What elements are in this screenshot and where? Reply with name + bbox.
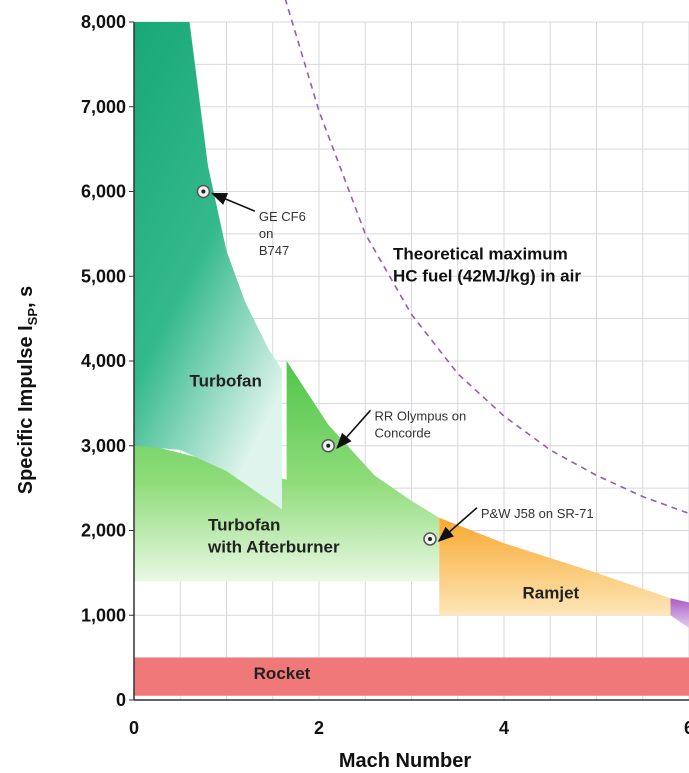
region-label-ramjet: Ramjet (523, 583, 580, 602)
y-tick-label: 3,000 (81, 436, 126, 456)
engine-point-dot (428, 536, 432, 541)
y-tick-label: 0 (116, 690, 126, 710)
y-tick-label: 8,000 (81, 12, 126, 32)
engine-point-label: RR Olympus on Concorde (375, 408, 467, 440)
region-rocket (134, 657, 689, 696)
y-axis-title-unit: , s (15, 286, 37, 308)
y-axis-title-main: Specific Impulse I (15, 325, 37, 494)
y-tick-label: 6,000 (81, 182, 126, 202)
y-tick-label: 2,000 (81, 521, 126, 541)
axes: 0 1,000 2,000 3,000 4,000 5,000 6,000 7,000 8,00… (81, 12, 689, 738)
engine-point-label: GE CF6 on B747 (259, 209, 306, 258)
engine-point-dot (201, 189, 206, 194)
x-tick-label: 2 (314, 718, 324, 738)
engine-point-dot (326, 443, 331, 448)
engine-point-arrow (437, 507, 478, 543)
engine-points: GE CF6 on B747 RR Olympus on Concorde P&W J58… (196, 184, 594, 546)
x-axis-title: Mach Number (339, 750, 471, 772)
region-label-turbofan_ab: Turbofan with Afterburner (207, 516, 340, 557)
x-tick-label: 4 (499, 718, 509, 738)
x-tick-label: 6 (684, 718, 689, 738)
y-axis-title: Specific Impulse ISP, s (15, 286, 40, 495)
region-label-rocket: Rocket (254, 664, 311, 683)
region-scramjet (670, 598, 689, 628)
theoretical-max-label: Theoretical maximum HC fuel (42MJ/kg) in … (393, 244, 581, 285)
engine-point-label: P&W J58 on SR-71 (481, 506, 594, 521)
y-tick-label: 4,000 (81, 351, 126, 371)
region-turbofan (134, 22, 282, 510)
region-turbofan_ab (134, 361, 440, 582)
region-labels: Theoretical maximum HC fuel (42MJ/kg) in … (190, 244, 582, 683)
region-ramjet (439, 517, 671, 616)
y-tick-label: 1,000 (81, 605, 126, 625)
engine-regions (134, 22, 689, 696)
y-tick-label: 7,000 (81, 97, 126, 117)
y-tick-label: 5,000 (81, 266, 126, 286)
y-axis-title-sub: SP (25, 308, 40, 326)
region-label-turbofan: Turbofan (190, 371, 262, 390)
x-tick-label: 0 (129, 718, 139, 738)
engine-point-arrow (210, 192, 256, 212)
engine-point-arrow (336, 409, 372, 449)
